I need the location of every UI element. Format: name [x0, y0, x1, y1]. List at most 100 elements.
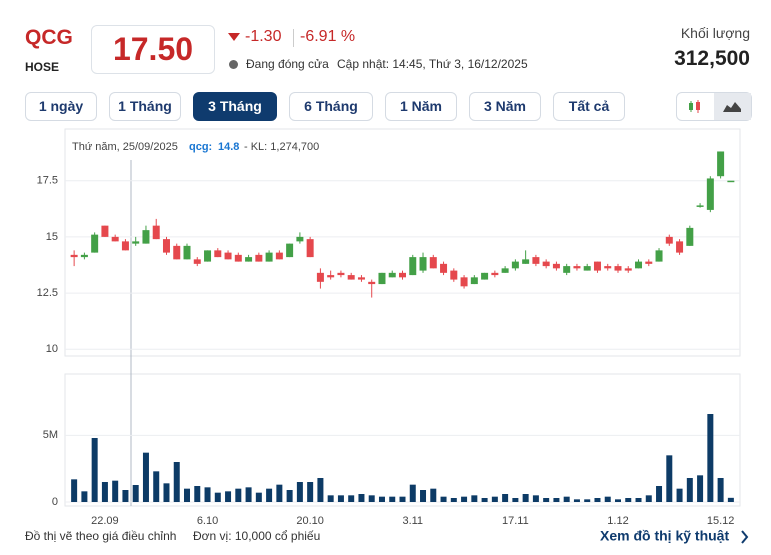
- candle-body: [440, 263, 448, 273]
- link-arrow: [741, 530, 749, 544]
- volume-bar: [430, 488, 437, 502]
- footer-unit: Đơn vị: 10,000 cổ phiếu: [193, 529, 320, 543]
- tooltip-volume: - KL: 1,274,700: [244, 141, 319, 153]
- candle-body: [275, 252, 283, 260]
- volume-bar: [276, 484, 283, 502]
- volume-bar: [112, 480, 119, 502]
- candle-body: [470, 277, 478, 285]
- volume-panel: [64, 373, 741, 507]
- volume-bar: [522, 494, 529, 502]
- candle-body: [378, 272, 386, 285]
- candle-body: [286, 243, 294, 258]
- candle-body: [347, 275, 355, 280]
- volume-bar: [604, 496, 611, 502]
- volume-bar: [440, 496, 447, 502]
- candle-body: [635, 261, 643, 269]
- candle-body: [368, 281, 376, 285]
- candle-body: [152, 225, 160, 240]
- range-tab[interactable]: 1 Tháng: [109, 92, 181, 121]
- candle-body: [450, 270, 458, 280]
- candle-body: [357, 277, 365, 280]
- volume-bar: [676, 488, 683, 502]
- range-tab[interactable]: 1 Năm: [385, 92, 457, 121]
- y-tick-label: 17.5: [37, 175, 58, 187]
- candle-body: [91, 234, 99, 253]
- candle-body: [665, 236, 673, 244]
- x-tick-label: 22.09: [91, 515, 119, 527]
- volume-bar: [645, 495, 652, 502]
- x-tick-label: 3.11: [402, 515, 423, 527]
- technical-link[interactable]: Xem đồ thị kỹ thuật: [600, 528, 729, 544]
- exchange: HOSE: [25, 60, 60, 74]
- candle-body: [255, 254, 263, 262]
- candle-body: [214, 250, 222, 258]
- chart-type-toggle[interactable]: [676, 92, 752, 121]
- volume-bar: [543, 498, 550, 502]
- volume-bar: [214, 492, 221, 502]
- candle-body: [399, 272, 406, 278]
- status-dot: [229, 60, 238, 69]
- footer-note: Đồ thị vẽ theo giá điều chỉnh: [25, 529, 176, 543]
- volume-bar: [717, 478, 724, 502]
- volume-bar: [173, 462, 180, 502]
- candle-body: [316, 272, 324, 282]
- volume-bar: [512, 498, 519, 502]
- volume-bar: [204, 487, 211, 502]
- tooltip-series: qcg:: [189, 141, 212, 153]
- volume-bar: [317, 478, 324, 502]
- candle-body: [162, 239, 170, 253]
- volume-bar: [132, 485, 139, 502]
- volume-bar: [594, 498, 601, 502]
- volume-bar: [122, 490, 129, 502]
- volume-bar: [584, 499, 591, 502]
- volume-bar: [697, 475, 704, 502]
- candle-body: [624, 268, 632, 271]
- candle-body: [686, 227, 694, 246]
- price-panel: [64, 128, 741, 357]
- candle-body: [563, 266, 571, 273]
- volume-bar: [337, 495, 344, 502]
- volume-bar: [286, 490, 293, 502]
- volume-bar: [194, 486, 201, 502]
- candle-body: [655, 250, 663, 262]
- volume-bar: [358, 494, 365, 502]
- candle-body: [676, 241, 684, 253]
- candle-body: [306, 239, 314, 258]
- candle-body: [491, 272, 499, 276]
- volume-bar: [491, 496, 498, 502]
- candle-body: [522, 259, 530, 264]
- range-tab[interactable]: 3 Năm: [469, 92, 541, 121]
- volume-bar: [153, 471, 160, 502]
- range-tab[interactable]: 3 Tháng: [193, 92, 277, 121]
- candle-body: [481, 272, 489, 280]
- separator: [293, 29, 294, 47]
- volume-bar: [71, 479, 78, 502]
- volume-bar: [707, 414, 714, 502]
- volume-bar: [266, 488, 273, 502]
- candle-body: [132, 241, 140, 244]
- x-tick-label: 17.11: [502, 515, 529, 527]
- volume-bar: [461, 496, 468, 502]
- candle-body: [542, 261, 550, 267]
- volume-bar: [348, 495, 355, 502]
- volume: 312,500: [674, 47, 750, 70]
- x-tick-label: 20.10: [296, 515, 324, 527]
- range-tab[interactable]: 1 ngày: [25, 92, 97, 121]
- updated: Cập nhật: 14:45, Thứ 3, 16/12/2025: [337, 57, 528, 71]
- candle-body: [532, 257, 540, 264]
- volume-bar: [686, 478, 693, 502]
- y-tick-label: 10: [46, 343, 58, 355]
- candle-body: [583, 266, 591, 271]
- range-tab[interactable]: 6 Tháng: [289, 92, 373, 121]
- change-pct: -6.91 %: [300, 28, 356, 45]
- volume-bar: [614, 499, 621, 502]
- volume-bar: [450, 498, 457, 502]
- x-tick-label: 15.12: [707, 515, 735, 527]
- candle-body: [142, 230, 150, 244]
- range-tab[interactable]: Tất cả: [553, 92, 625, 121]
- volume-bar: [481, 498, 488, 502]
- volume-bar: [502, 494, 509, 502]
- volume-bar: [635, 498, 642, 502]
- candle-body: [429, 257, 437, 269]
- volume-bar: [184, 488, 191, 502]
